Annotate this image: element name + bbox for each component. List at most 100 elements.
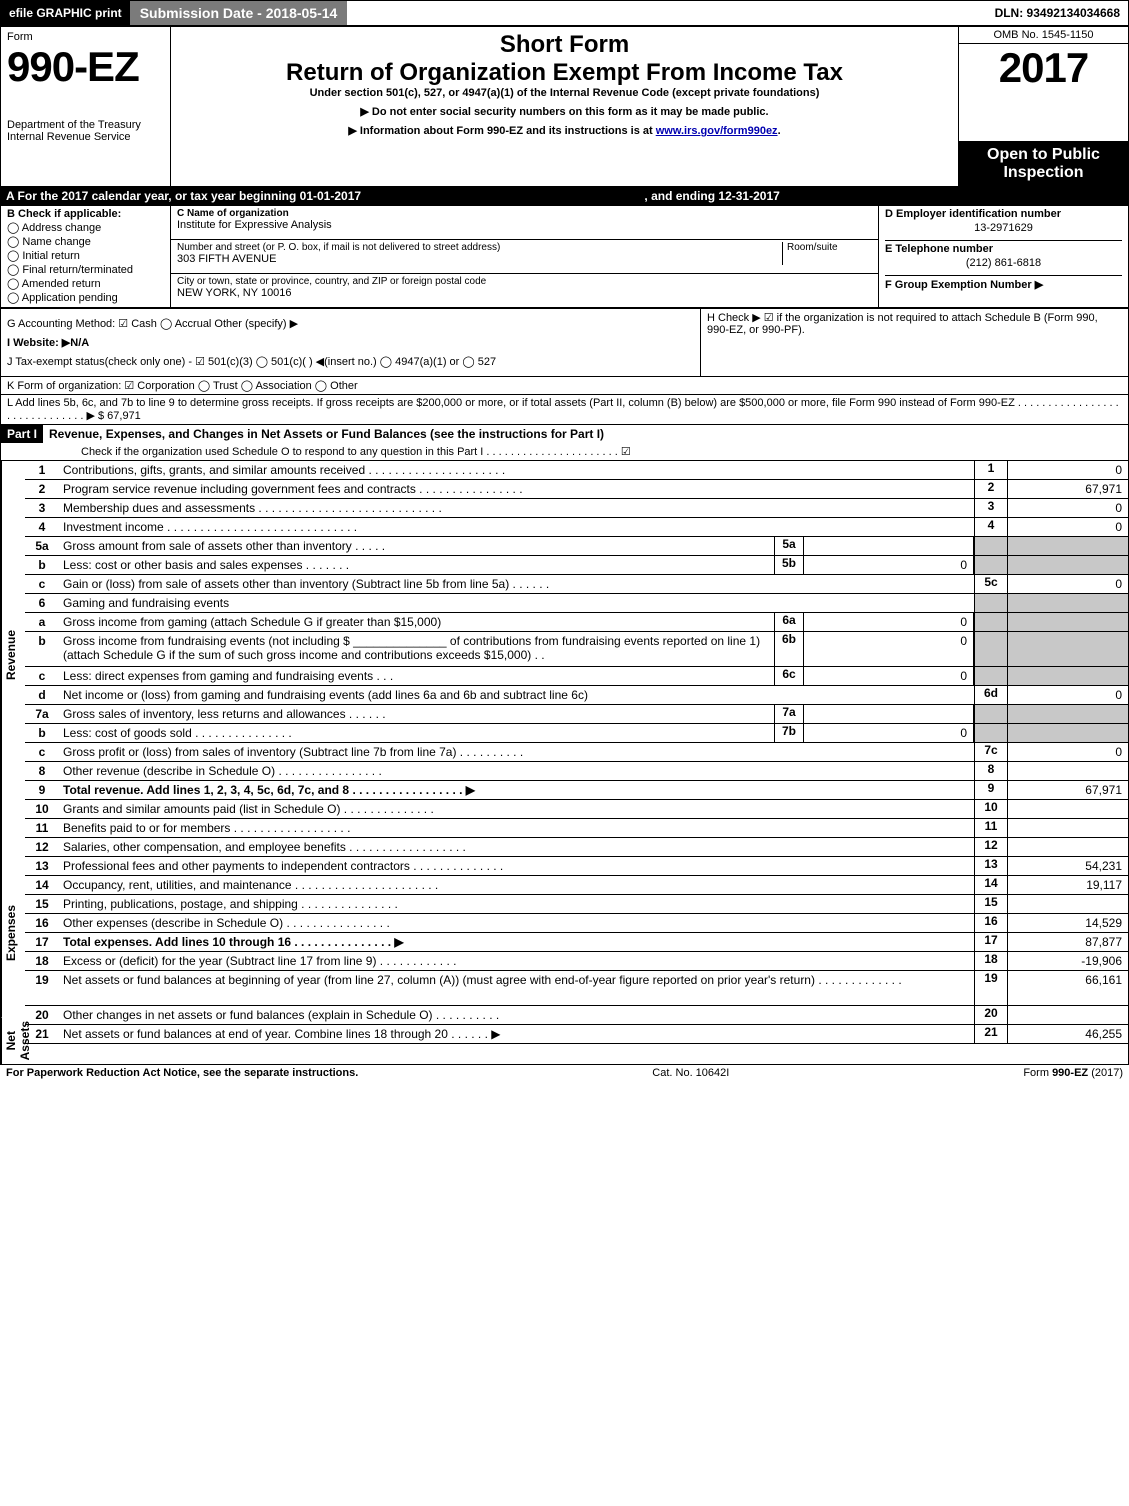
result-value (1008, 724, 1128, 742)
line-description: Net assets or fund balances at beginning… (59, 971, 974, 1005)
title-subtitle: Under section 501(c), 527, or 4947(a)(1)… (177, 87, 952, 99)
sub-line-value: 0 (804, 667, 974, 685)
result-line-number: 5c (974, 575, 1008, 593)
box-b-label: B Check if applicable: (7, 208, 164, 220)
dln-number: DLN: 93492134034668 (987, 1, 1128, 25)
line-description: Gross sales of inventory, less returns a… (59, 705, 774, 723)
result-value: 67,971 (1008, 781, 1128, 799)
line-number: 4 (25, 518, 59, 536)
line-number: b (25, 724, 59, 742)
chk-name-change[interactable]: ◯ Name change (7, 235, 164, 248)
result-value: 0 (1008, 743, 1128, 761)
line-number: 15 (25, 895, 59, 913)
line-description: Net income or (loss) from gaming and fun… (59, 686, 974, 704)
sub-line-number: 5b (774, 556, 804, 574)
result-line-number: 1 (974, 461, 1008, 479)
result-value: 0 (1008, 575, 1128, 593)
box-f-label: F Group Exemption Number ▶ (885, 275, 1122, 291)
result-line-number: 3 (974, 499, 1008, 517)
efile-label[interactable]: efile GRAPHIC print (1, 1, 130, 25)
data-row: 8Other revenue (describe in Schedule O) … (25, 762, 1128, 781)
line-description: Grants and similar amounts paid (list in… (59, 800, 974, 818)
data-row: bLess: cost of goods sold . . . . . . . … (25, 724, 1128, 743)
form-header: Form 990-EZ Department of the Treasury I… (0, 26, 1129, 187)
data-row: 16Other expenses (describe in Schedule O… (25, 914, 1128, 933)
chk-initial-return[interactable]: ◯ Initial return (7, 249, 164, 262)
result-value: 0 (1008, 461, 1128, 479)
tax-year: 2017 (959, 44, 1128, 92)
data-row: aGross income from gaming (attach Schedu… (25, 613, 1128, 632)
chk-final-return[interactable]: ◯ Final return/terminated (7, 263, 164, 276)
room-label: Room/suite (787, 242, 872, 253)
sub-line-value (804, 537, 974, 555)
result-line-number: 15 (974, 895, 1008, 913)
result-value (1008, 632, 1128, 666)
line-number: 11 (25, 819, 59, 837)
footer-right: Form 990-EZ (2017) (1023, 1067, 1123, 1079)
box-d-label: D Employer identification number (885, 208, 1122, 220)
data-row: 6Gaming and fundraising events (25, 594, 1128, 613)
rows-container: 1Contributions, gifts, grants, and simil… (25, 461, 1128, 1064)
chk-application-pending[interactable]: ◯ Application pending (7, 291, 164, 304)
result-value (1008, 537, 1128, 555)
chk-amended-return[interactable]: ◯ Amended return (7, 277, 164, 290)
chk-address-change[interactable]: ◯ Address change (7, 221, 164, 234)
line-i: I Website: ▶N/A (7, 336, 694, 349)
submission-date: Submission Date - 2018-05-14 (130, 1, 348, 25)
result-value (1008, 895, 1128, 913)
line-number: 10 (25, 800, 59, 818)
result-value: -19,906 (1008, 952, 1128, 970)
title-main: Return of Organization Exempt From Incom… (177, 59, 952, 87)
line-number: 9 (25, 781, 59, 799)
treasury-dept: Department of the Treasury (7, 119, 164, 131)
line-number: 18 (25, 952, 59, 970)
part-i-title: Revenue, Expenses, and Changes in Net As… (43, 425, 610, 443)
line-description: Total revenue. Add lines 1, 2, 3, 4, 5c,… (59, 781, 974, 799)
result-line-number (974, 705, 1008, 723)
result-value (1008, 838, 1128, 856)
line-number: 17 (25, 933, 59, 951)
data-row: cLess: direct expenses from gaming and f… (25, 667, 1128, 686)
result-line-number (974, 537, 1008, 555)
line-number: 2 (25, 480, 59, 498)
data-row: 21Net assets or fund balances at end of … (25, 1025, 1128, 1044)
city-value: NEW YORK, NY 10016 (177, 287, 872, 299)
line-description: Contributions, gifts, grants, and simila… (59, 461, 974, 479)
line-number: a (25, 613, 59, 631)
line-number: c (25, 743, 59, 761)
sub-line-value: 0 (804, 632, 974, 666)
sub-line-number: 6b (774, 632, 804, 666)
line-description: Printing, publications, postage, and shi… (59, 895, 974, 913)
result-line-number: 19 (974, 971, 1008, 1005)
result-line-number: 20 (974, 1006, 1008, 1024)
line-j: J Tax-exempt status(check only one) - ☑ … (7, 355, 694, 368)
box-c-label: C Name of organization (177, 208, 872, 219)
result-line-number (974, 667, 1008, 685)
result-value: 0 (1008, 686, 1128, 704)
line-description: Total expenses. Add lines 10 through 16 … (59, 933, 974, 951)
line-description: Investment income . . . . . . . . . . . … (59, 518, 974, 536)
part-i-tag: Part I (1, 425, 43, 443)
irs-form-link[interactable]: www.irs.gov/form990ez (656, 125, 778, 137)
result-value (1008, 613, 1128, 631)
data-row: 15Printing, publications, postage, and s… (25, 895, 1128, 914)
form-number: 990-EZ (7, 43, 164, 91)
section-revenue-label: Revenue (1, 461, 25, 849)
line-description: Less: cost or other basis and sales expe… (59, 556, 774, 574)
line-number: b (25, 632, 59, 666)
result-line-number: 8 (974, 762, 1008, 780)
result-line-number (974, 632, 1008, 666)
result-line-number: 2 (974, 480, 1008, 498)
line-h: H Check ▶ ☑ if the organization is not r… (707, 311, 1122, 336)
data-row: bGross income from fundraising events (n… (25, 632, 1128, 667)
result-line-number: 16 (974, 914, 1008, 932)
line-description: Net assets or fund balances at end of ye… (59, 1025, 974, 1043)
result-line-number: 12 (974, 838, 1008, 856)
result-value (1008, 667, 1128, 685)
data-row: cGross profit or (loss) from sales of in… (25, 743, 1128, 762)
result-line-number: 21 (974, 1025, 1008, 1043)
part-i-header: Part I Revenue, Expenses, and Changes in… (0, 425, 1129, 461)
data-section: Revenue Expenses Net Assets 1Contributio… (0, 461, 1129, 1064)
line-number: c (25, 575, 59, 593)
data-row: 11Benefits paid to or for members . . . … (25, 819, 1128, 838)
